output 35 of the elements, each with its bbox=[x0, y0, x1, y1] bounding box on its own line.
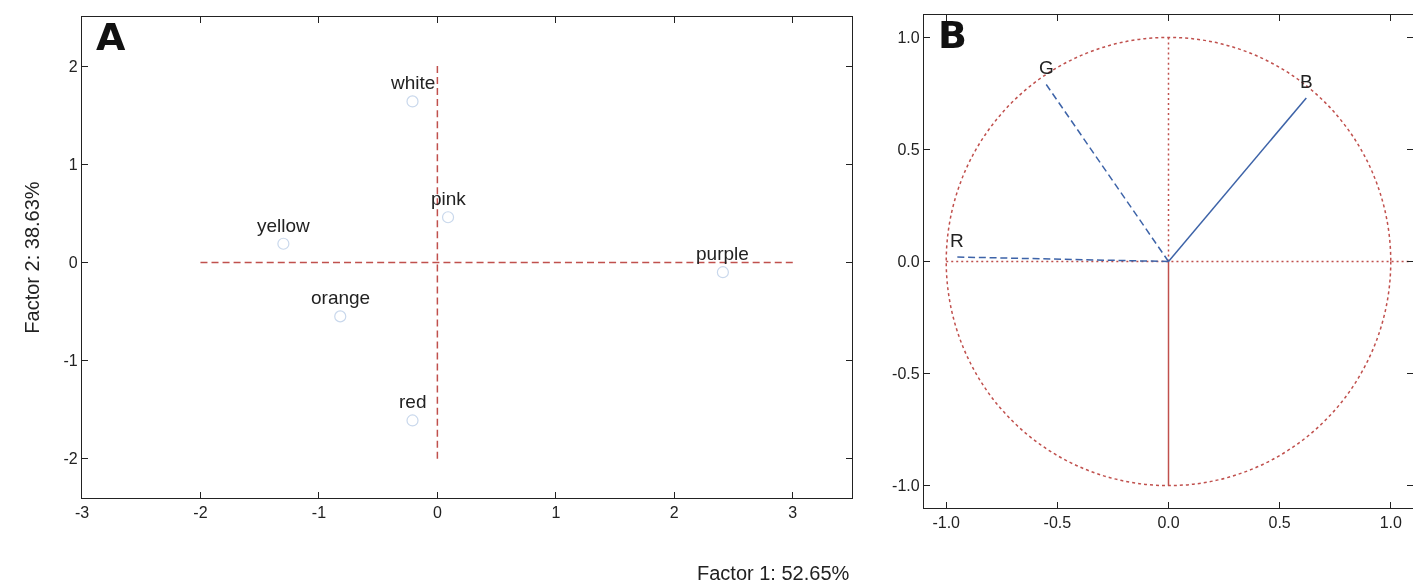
x-tick-label: -1.0 bbox=[932, 514, 961, 532]
y-tick-label: -1 bbox=[63, 352, 78, 370]
x-tick-label: 2 bbox=[669, 504, 679, 522]
x-tick-label: -3 bbox=[74, 504, 90, 522]
x-tick-label: -0.5 bbox=[1043, 514, 1072, 532]
y-tick-label: -2 bbox=[63, 450, 78, 468]
x-tick-label: 0 bbox=[432, 504, 442, 522]
x-tick-label: 0.0 bbox=[1157, 514, 1180, 532]
y-tick-label: 0.0 bbox=[897, 253, 920, 271]
y-tick-label: 0.5 bbox=[897, 141, 920, 159]
annotation: red bbox=[399, 391, 427, 412]
x-axis-title: Factor 1: 52.65% bbox=[697, 562, 850, 584]
annotation: orange bbox=[311, 287, 371, 308]
x-tick-label: -1 bbox=[311, 504, 327, 522]
y-tick-label: 1.0 bbox=[897, 29, 920, 47]
chart-title: B bbox=[938, 12, 967, 57]
y-tick-label: 0 bbox=[68, 254, 78, 272]
x-tick-label: 0.5 bbox=[1268, 514, 1291, 532]
series-label: G bbox=[1039, 57, 1054, 78]
y-tick-label: 2 bbox=[68, 57, 78, 75]
annotation: purple bbox=[696, 243, 749, 264]
x-tick-label: 3 bbox=[788, 504, 798, 522]
chart-title: A bbox=[96, 14, 126, 59]
annotation: yellow bbox=[257, 215, 311, 236]
series-label: B bbox=[1300, 71, 1313, 92]
y-axis-title: Factor 2: 38.63% bbox=[20, 181, 43, 334]
x-tick-label: 1 bbox=[551, 504, 561, 522]
y-tick-label: -0.5 bbox=[892, 365, 920, 383]
series-label: R bbox=[950, 230, 964, 251]
x-tick-label: -2 bbox=[193, 504, 208, 522]
annotation: pink bbox=[431, 188, 467, 209]
y-tick-label: -1.0 bbox=[892, 477, 920, 495]
x-tick-label: 1.0 bbox=[1379, 514, 1402, 532]
annotation: white bbox=[390, 72, 436, 93]
y-tick-label: 1 bbox=[68, 155, 78, 173]
